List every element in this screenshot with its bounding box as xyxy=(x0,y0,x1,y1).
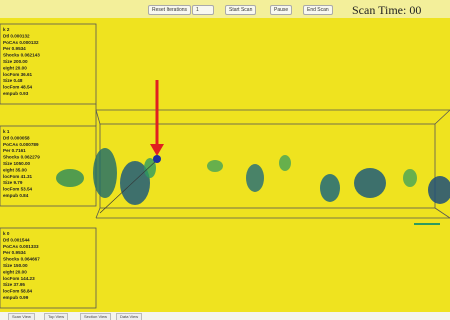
panel-stat: Per 0.9534 xyxy=(3,46,26,51)
panel-stat: Per 0.9534 xyxy=(3,250,26,255)
panel-stat: empub 0.99 xyxy=(3,295,29,300)
scan-time: Scan Time: 00 xyxy=(352,3,421,18)
scan-time-value: 00 xyxy=(409,3,421,17)
view-tab[interactable]: Data View xyxy=(116,313,142,320)
scan-time-label: Scan Time: xyxy=(352,3,406,17)
panel-stat: locFom 53.54 xyxy=(3,187,33,192)
panel-stat: Size 0.48 xyxy=(3,78,23,83)
reset-button[interactable]: Reset Iterations xyxy=(148,5,191,15)
end-button[interactable]: End Scan xyxy=(303,5,333,15)
panel-stat: locFom 41.31 xyxy=(3,174,33,179)
view-tab[interactable]: Scan View xyxy=(8,313,35,320)
toolbar: Reset Iterations 1 Start Scan Pause End … xyxy=(0,0,450,18)
panel-stat: Size 150.00 xyxy=(3,263,28,268)
panel-stat: Shocks 0.064667 xyxy=(3,257,40,262)
panel-stat: Shocks 0.062143 xyxy=(3,53,40,58)
tube-outline xyxy=(0,24,450,308)
panel-stat: empub 0.93 xyxy=(3,91,29,96)
panel-stat: Shocks 0.062279 xyxy=(3,155,40,160)
panel-stat: Per 0.7161 xyxy=(3,148,26,153)
panel-stat: Dtl 0.000058 xyxy=(3,135,30,140)
panel-stat: eight 35.00 xyxy=(3,167,27,172)
panel-stat: k 1 xyxy=(3,129,10,134)
pause-button[interactable]: Pause xyxy=(270,5,292,15)
panel-stat: PoCAs 0.000789 xyxy=(3,142,39,147)
panel-stat: PoCAs 0.000132 xyxy=(3,40,39,45)
start-button[interactable]: Start Scan xyxy=(225,5,256,15)
panel-stat: locFom 48.54 xyxy=(3,85,33,90)
panel-stat: Dtl 0.000132 xyxy=(3,33,30,38)
panel-stat: Size 200.00 xyxy=(3,59,28,64)
panel-stat: empub 0.84 xyxy=(3,193,29,198)
panel-stat: PoCAs 0.001333 xyxy=(3,244,39,249)
tab-bar: Scan View Top View Section View Data View xyxy=(0,312,450,320)
view-tab[interactable]: Top View xyxy=(44,313,68,320)
panel-stat: Size 37.95 xyxy=(3,282,25,287)
panel-stat: Dtl 0.001544 xyxy=(3,237,30,242)
iterations-spinner[interactable]: 1 xyxy=(192,5,214,15)
panel-stat: Size 9.79 xyxy=(3,180,23,185)
panel-stat: k 2 xyxy=(3,27,10,32)
view-tab[interactable]: Section View xyxy=(80,313,111,320)
panel-stat: locFom 36.61 xyxy=(3,72,33,77)
app-window: Reset Iterations 1 Start Scan Pause End … xyxy=(0,0,450,320)
panel-stat: k 0 xyxy=(3,231,10,236)
panel-stat: Size 1050.00 xyxy=(3,161,31,166)
panel-stat: eight 20.00 xyxy=(3,269,27,274)
density-blobs xyxy=(56,148,450,224)
panel-stat: eight 20.00 xyxy=(3,65,27,70)
panel-stat: locFom 144.23 xyxy=(3,276,35,281)
panel-stat: locFom 58.84 xyxy=(3,289,33,294)
